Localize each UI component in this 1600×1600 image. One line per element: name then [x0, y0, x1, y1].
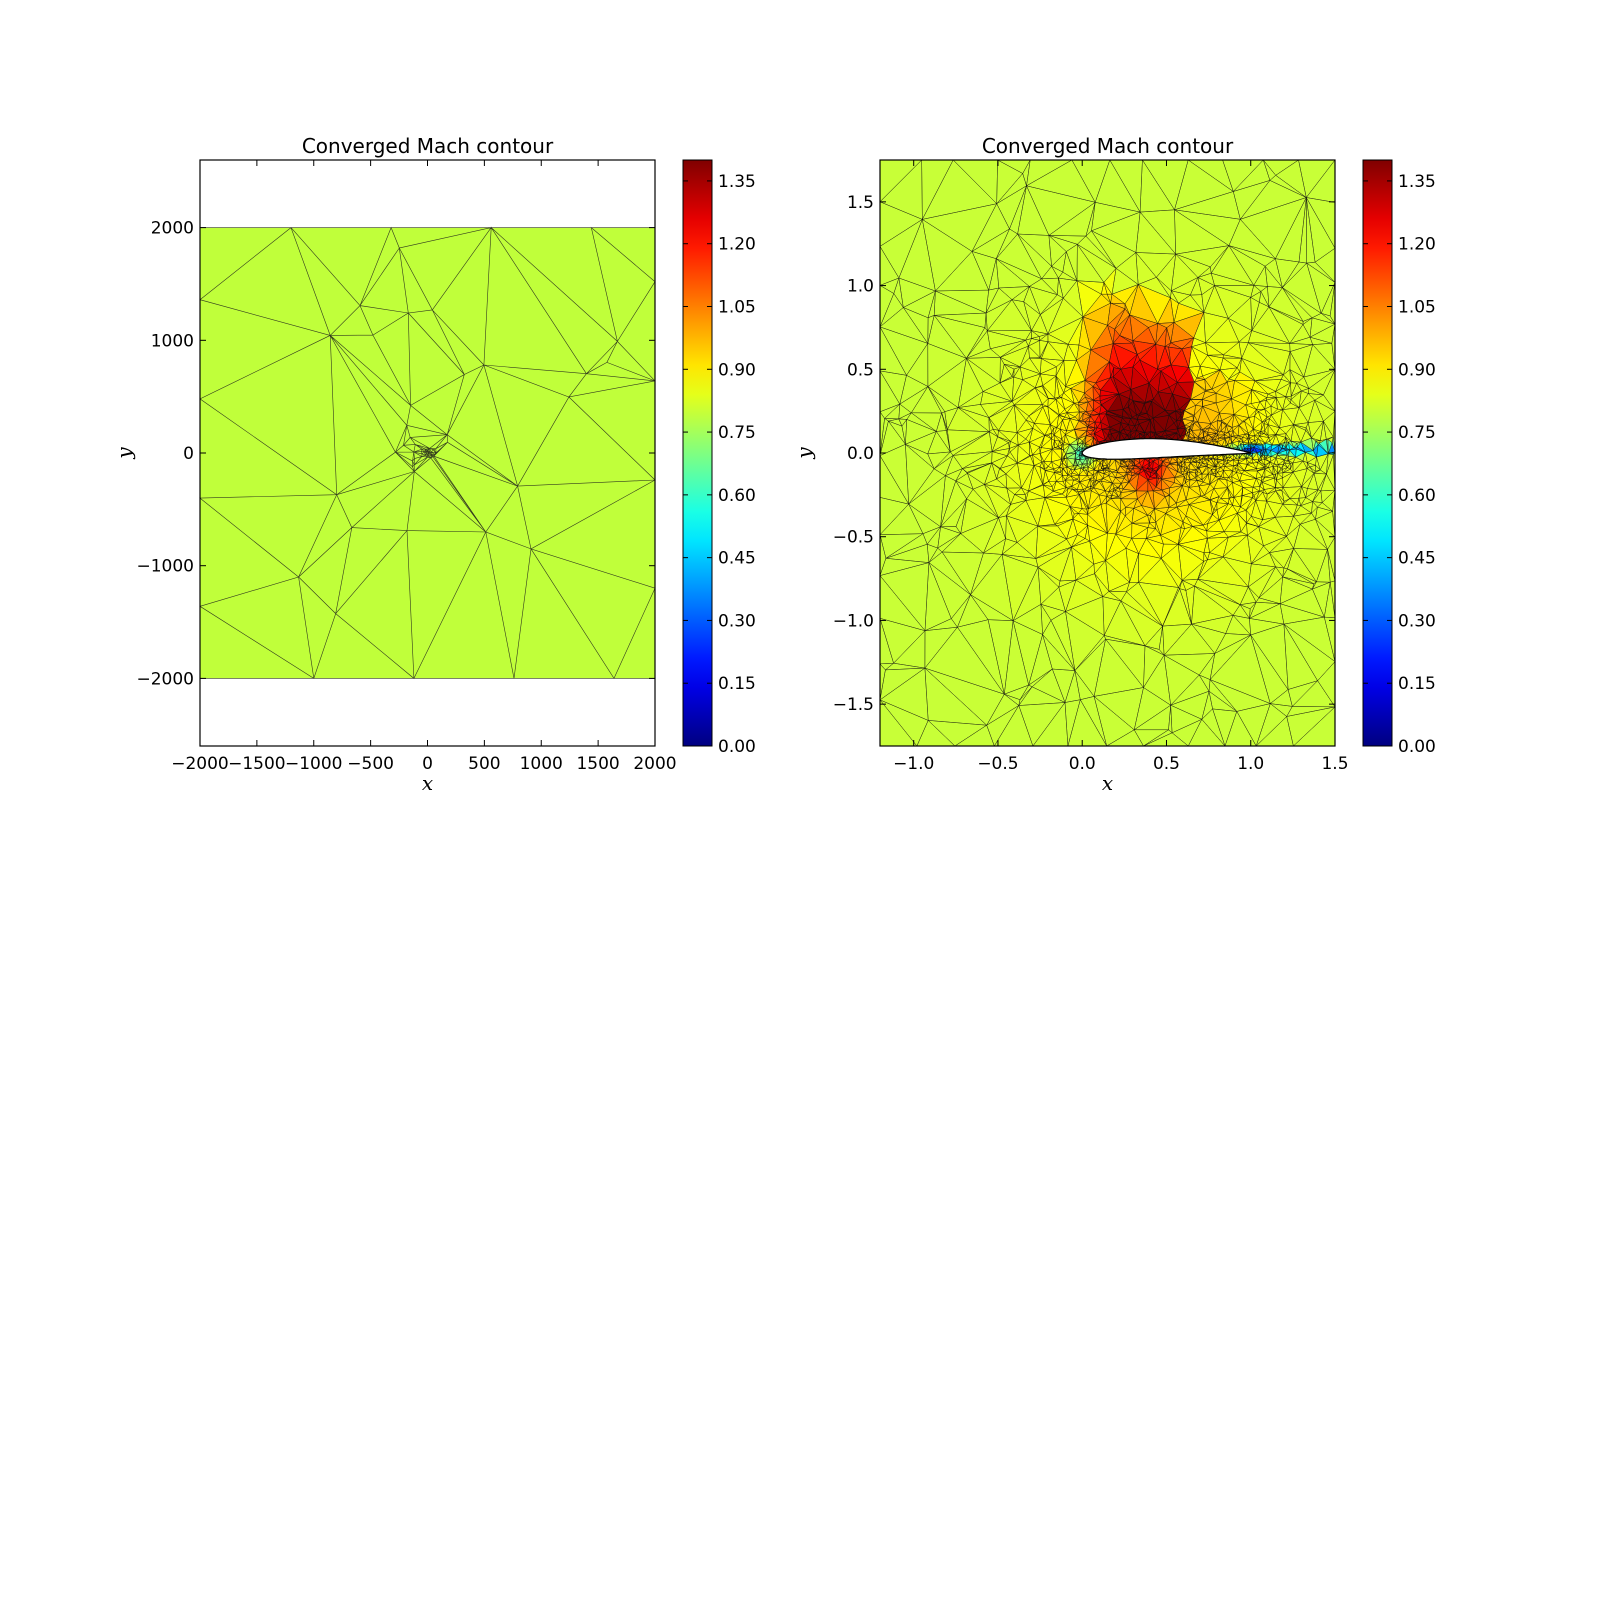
panel1-colorbar-label: 1.05: [718, 298, 756, 318]
panel1-xtick-label: −2000: [171, 754, 229, 774]
panel2-ytick-label: 1.0: [847, 277, 874, 297]
panel1-colorbar-label: 0.00: [718, 737, 756, 757]
panel2-mesh: [880, 160, 1335, 746]
panel1-xtick-label: 0: [422, 754, 433, 774]
panel2-title: Converged Mach contour: [982, 134, 1234, 158]
panel1-ytick-label: 0: [183, 444, 194, 464]
panel1-xtick-label: 2000: [633, 754, 676, 774]
panel2-xtick-label: 0.5: [1153, 754, 1180, 774]
panel2-xtick-label: −1.0: [893, 754, 934, 774]
panel1-axes-frame: [199, 159, 656, 747]
panel2-colorbar-label: 0.15: [1398, 674, 1436, 694]
panel1-xlabel: x: [422, 771, 433, 795]
panel2-colorbar-label: 0.45: [1398, 549, 1436, 569]
panel2-xtick-label: −0.5: [977, 754, 1018, 774]
panel2-colorbar-label: 1.05: [1398, 298, 1436, 318]
panel2-ytick-label: −1.0: [833, 611, 874, 631]
panel1-ytick-label: 2000: [151, 219, 194, 239]
panel1-xtick-label: −1000: [285, 754, 343, 774]
panel1-xtick-label: −500: [347, 754, 394, 774]
panel2-colorbar-label: 0.75: [1398, 423, 1436, 443]
panel1-colorbar-label: 1.35: [718, 172, 756, 192]
panel2-ytick-label: 1.5: [847, 193, 874, 213]
panel2-colorbar-label: 0.60: [1398, 486, 1436, 506]
panel2-colorbar-label: 1.20: [1398, 235, 1436, 255]
panel2-colorbar-label: 1.35: [1398, 172, 1436, 192]
panel2-ytick-label: 0.0: [847, 444, 874, 464]
panel2-xtick-label: 1.5: [1321, 754, 1348, 774]
panel2-ytick-label: −1.5: [833, 695, 874, 715]
panel1-xtick-label: 1500: [576, 754, 619, 774]
panel1-xtick-label: 1000: [520, 754, 563, 774]
panel2-colorbar-label: 0.00: [1398, 737, 1436, 757]
panel1-colorbar-label: 0.90: [718, 360, 756, 380]
panel2-xtick-label: 0.0: [1069, 754, 1096, 774]
panel1-mesh-edges: [199, 226, 656, 680]
panel2-ytick-label: 0.5: [847, 360, 874, 380]
panel1-colorbar: [682, 159, 713, 747]
panel2-colorbar-label: 0.90: [1398, 360, 1436, 380]
panel1-ytick-label: −1000: [136, 557, 194, 577]
panel1-ylabel: y: [112, 447, 136, 460]
panel2-colorbar-label: 0.30: [1398, 611, 1436, 631]
panel1-colorbar-label: 0.60: [718, 486, 756, 506]
panel2-xlabel: x: [1102, 771, 1113, 795]
panel2-colorbar: [1362, 159, 1393, 747]
panel2-xtick-label: 1.0: [1237, 754, 1264, 774]
panel2-ylabel: y: [792, 447, 816, 460]
panel1-colorbar-label: 0.15: [718, 674, 756, 694]
panel2-ytick-label: −0.5: [833, 528, 874, 548]
panel1-mesh: [199, 226, 656, 680]
panel1-colorbar-label: 0.75: [718, 423, 756, 443]
panel1-xtick-label: −1500: [228, 754, 286, 774]
panel1-colorbar-label: 0.30: [718, 611, 756, 631]
panel1-ytick-label: −2000: [136, 669, 194, 689]
panel1-xtick-label: 500: [468, 754, 500, 774]
panel1-title: Converged Mach contour: [302, 134, 554, 158]
panel1-colorbar-label: 0.45: [718, 549, 756, 569]
panel1-ytick-label: 1000: [151, 331, 194, 351]
panel1-colorbar-label: 1.20: [718, 235, 756, 255]
